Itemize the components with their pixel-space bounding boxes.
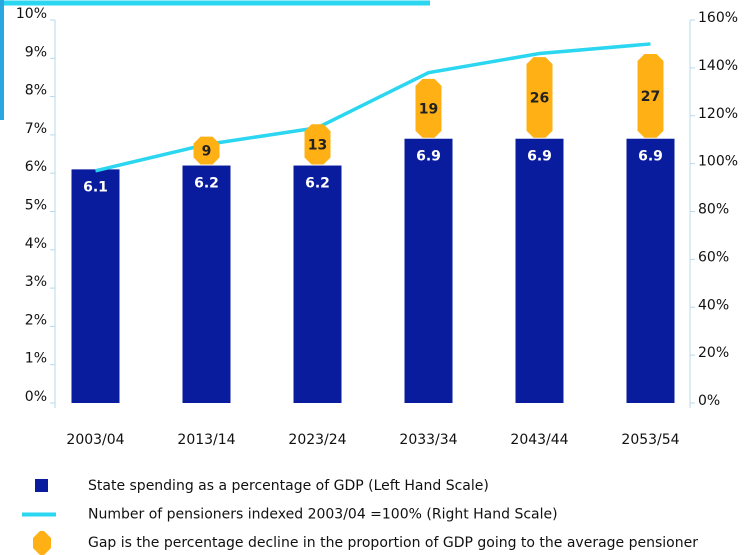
legend-label: Number of pensioners indexed 2003/04 =10… xyxy=(88,507,558,523)
bar-value-label: 6.2 xyxy=(194,176,219,192)
gap-marker xyxy=(193,136,220,165)
bar-value-label: 6.1 xyxy=(83,179,108,195)
x-tick-label: 2043/44 xyxy=(510,432,568,448)
gap-marker xyxy=(637,54,664,138)
y2-tick-label: 120% xyxy=(698,106,738,122)
x-tick-label: 2053/54 xyxy=(621,432,679,448)
bar xyxy=(71,169,120,403)
y2-tick-label: 140% xyxy=(698,58,738,74)
gap-label: 27 xyxy=(641,89,660,105)
gap-label: 26 xyxy=(530,90,549,106)
legend-swatch xyxy=(33,531,51,555)
y-tick-label: 6% xyxy=(25,159,47,175)
legend-label: Gap is the percentage decline in the pro… xyxy=(88,535,698,551)
bar xyxy=(182,165,231,403)
y2-tick-label: 100% xyxy=(698,154,738,170)
y-tick-label: 5% xyxy=(25,198,47,214)
bar xyxy=(293,165,342,403)
gap-marker xyxy=(415,78,442,138)
bar xyxy=(404,138,453,404)
y2-tick-label: 20% xyxy=(698,345,729,361)
y-tick-label: 1% xyxy=(25,351,47,367)
gap-marker xyxy=(526,57,553,138)
y2-tick-label: 60% xyxy=(698,249,729,265)
bar-value-label: 6.9 xyxy=(527,149,552,165)
bar-value-label: 6.9 xyxy=(638,149,663,165)
y2-tick-label: 80% xyxy=(698,202,729,218)
y-tick-label: 7% xyxy=(25,121,47,137)
y-tick-label: 10% xyxy=(16,6,47,22)
gap-marker xyxy=(304,124,331,165)
gap-label: 9 xyxy=(202,144,212,160)
legend-label: State spending as a percentage of GDP (L… xyxy=(88,478,489,494)
gap-label: 13 xyxy=(308,137,327,153)
y-tick-label: 3% xyxy=(25,274,47,290)
y2-tick-label: 160% xyxy=(698,10,738,26)
y-tick-label: 4% xyxy=(25,236,47,252)
bar-value-label: 6.9 xyxy=(416,149,441,165)
y-tick-label: 0% xyxy=(25,389,47,405)
y-tick-label: 9% xyxy=(25,44,47,60)
y-tick-label: 8% xyxy=(25,83,47,99)
y-tick-label: 2% xyxy=(25,312,47,328)
gap-label: 19 xyxy=(419,101,438,117)
x-tick-label: 2033/34 xyxy=(399,432,457,448)
bar-value-label: 6.2 xyxy=(305,176,330,192)
line xyxy=(95,42,651,173)
y2-tick-label: 40% xyxy=(698,297,729,313)
y2-tick-label: 0% xyxy=(698,393,720,409)
x-tick-label: 2003/04 xyxy=(66,432,124,448)
bar xyxy=(515,138,564,404)
x-tick-label: 2023/24 xyxy=(288,432,346,448)
legend-swatch xyxy=(35,479,48,492)
x-tick-label: 2013/14 xyxy=(177,432,235,448)
bar xyxy=(626,138,675,404)
